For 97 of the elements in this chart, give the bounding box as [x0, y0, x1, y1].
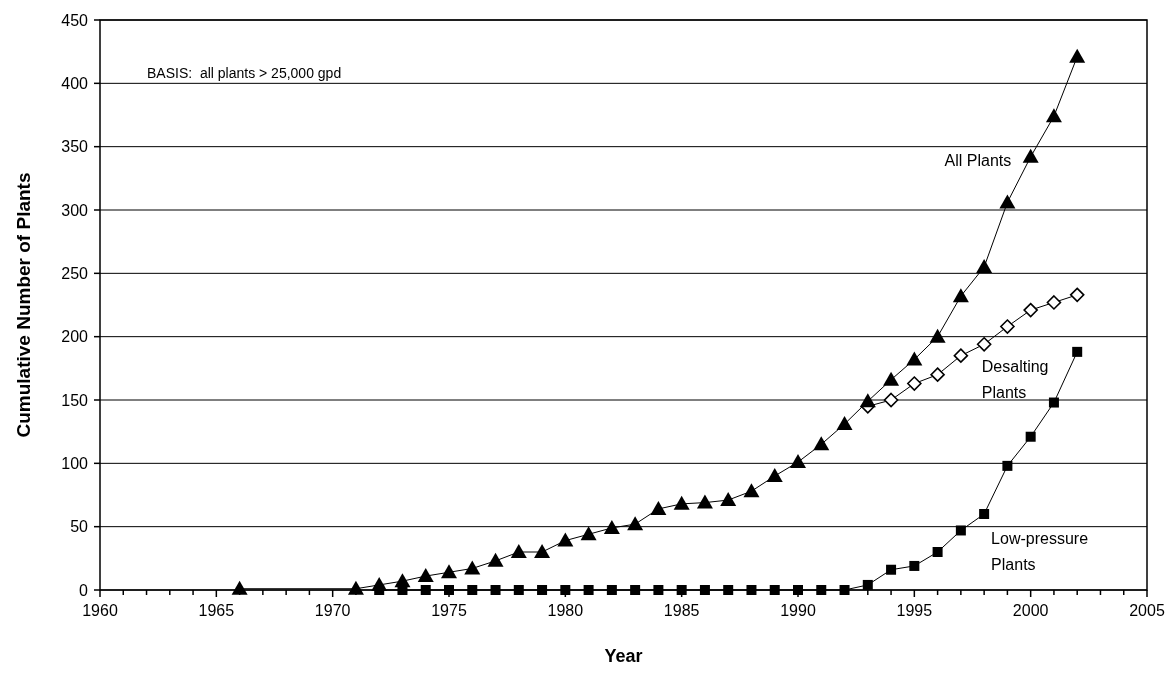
point: [886, 564, 897, 575]
point: [420, 585, 431, 595]
point: [743, 483, 760, 498]
point: [347, 580, 364, 595]
point: [862, 579, 873, 590]
point: [1025, 431, 1036, 442]
point: [1069, 48, 1086, 63]
point: [793, 585, 803, 595]
point: [953, 348, 969, 363]
point: [769, 585, 780, 595]
point: [766, 468, 783, 482]
point: [883, 392, 899, 408]
series-label: All Plants: [944, 151, 1012, 169]
point: [1048, 397, 1059, 408]
point: [673, 495, 690, 510]
x-tick-label: 1975: [431, 602, 467, 619]
point: [513, 585, 524, 595]
x-tick-label: 1960: [82, 602, 118, 619]
point: [371, 576, 388, 591]
point: [1000, 319, 1015, 334]
point: [650, 500, 667, 515]
point: [487, 552, 504, 567]
x-tick-label: 1985: [663, 602, 700, 619]
point: [583, 585, 594, 595]
point: [630, 585, 641, 595]
y-tick-label: 350: [61, 138, 89, 156]
annotation: BASIS: all plants > 25,000 gpd: [147, 65, 342, 81]
point: [444, 585, 454, 595]
point: [231, 580, 248, 595]
x-tick-label: 1995: [896, 602, 933, 619]
point: [699, 585, 710, 595]
point: [560, 585, 571, 595]
point: [999, 194, 1016, 209]
point: [394, 573, 411, 588]
point: [859, 393, 876, 408]
point: [606, 585, 617, 595]
x-tick-label: 1965: [198, 602, 235, 619]
y-tick-label: 200: [61, 328, 89, 346]
point: [929, 328, 946, 343]
point: [883, 371, 900, 386]
y-tick-label: 50: [70, 518, 89, 536]
point: [580, 526, 597, 541]
point: [1002, 460, 1013, 471]
point: [1069, 287, 1085, 303]
point: [930, 367, 945, 382]
point: [839, 585, 850, 595]
x-tick-label: 2000: [1012, 602, 1049, 619]
point: [1022, 148, 1039, 163]
y-tick-label: 250: [61, 264, 89, 282]
point: [955, 525, 966, 536]
point: [836, 416, 853, 431]
point: [537, 585, 548, 595]
series-label: Desalting Plants: [981, 358, 1049, 402]
point: [464, 560, 481, 575]
x-tick-label: 1990: [780, 602, 816, 619]
point: [627, 516, 644, 531]
point: [720, 492, 737, 507]
point: [746, 585, 757, 595]
point: [557, 532, 574, 547]
point: [653, 585, 664, 595]
point: [510, 544, 527, 558]
y-tick-label: 450: [61, 11, 89, 29]
point: [906, 351, 923, 366]
point: [952, 288, 969, 303]
x-tick-label: 1970: [314, 602, 351, 619]
x-tick-label: 2005: [1129, 602, 1165, 619]
point: [979, 509, 990, 519]
point: [1023, 302, 1038, 318]
point: [1045, 108, 1062, 123]
point: [1072, 346, 1083, 357]
point: [813, 436, 830, 451]
point: [696, 494, 713, 509]
point: [932, 547, 943, 557]
x-tick-label: 1980: [547, 602, 584, 619]
point: [676, 585, 687, 595]
point: [441, 564, 457, 579]
y-axis-title: Cumulative Number of Plants: [13, 172, 34, 438]
point: [909, 560, 920, 571]
point: [467, 585, 478, 595]
point: [816, 585, 827, 595]
point: [907, 376, 922, 391]
point: [790, 454, 806, 469]
y-tick-label: 100: [61, 454, 89, 472]
y-tick-label: 150: [61, 391, 89, 409]
point: [976, 259, 993, 273]
y-tick-label: 400: [61, 74, 89, 92]
point: [976, 336, 992, 352]
series-label: Low-pressure Plants: [991, 530, 1089, 574]
point: [603, 519, 620, 534]
point: [1046, 295, 1062, 310]
point: [490, 585, 501, 595]
y-tick-label: 300: [61, 201, 89, 219]
x-axis-title: Year: [604, 646, 643, 666]
point: [723, 585, 734, 595]
point: [417, 568, 434, 583]
point: [534, 544, 551, 558]
y-tick-label: 0: [79, 581, 89, 599]
